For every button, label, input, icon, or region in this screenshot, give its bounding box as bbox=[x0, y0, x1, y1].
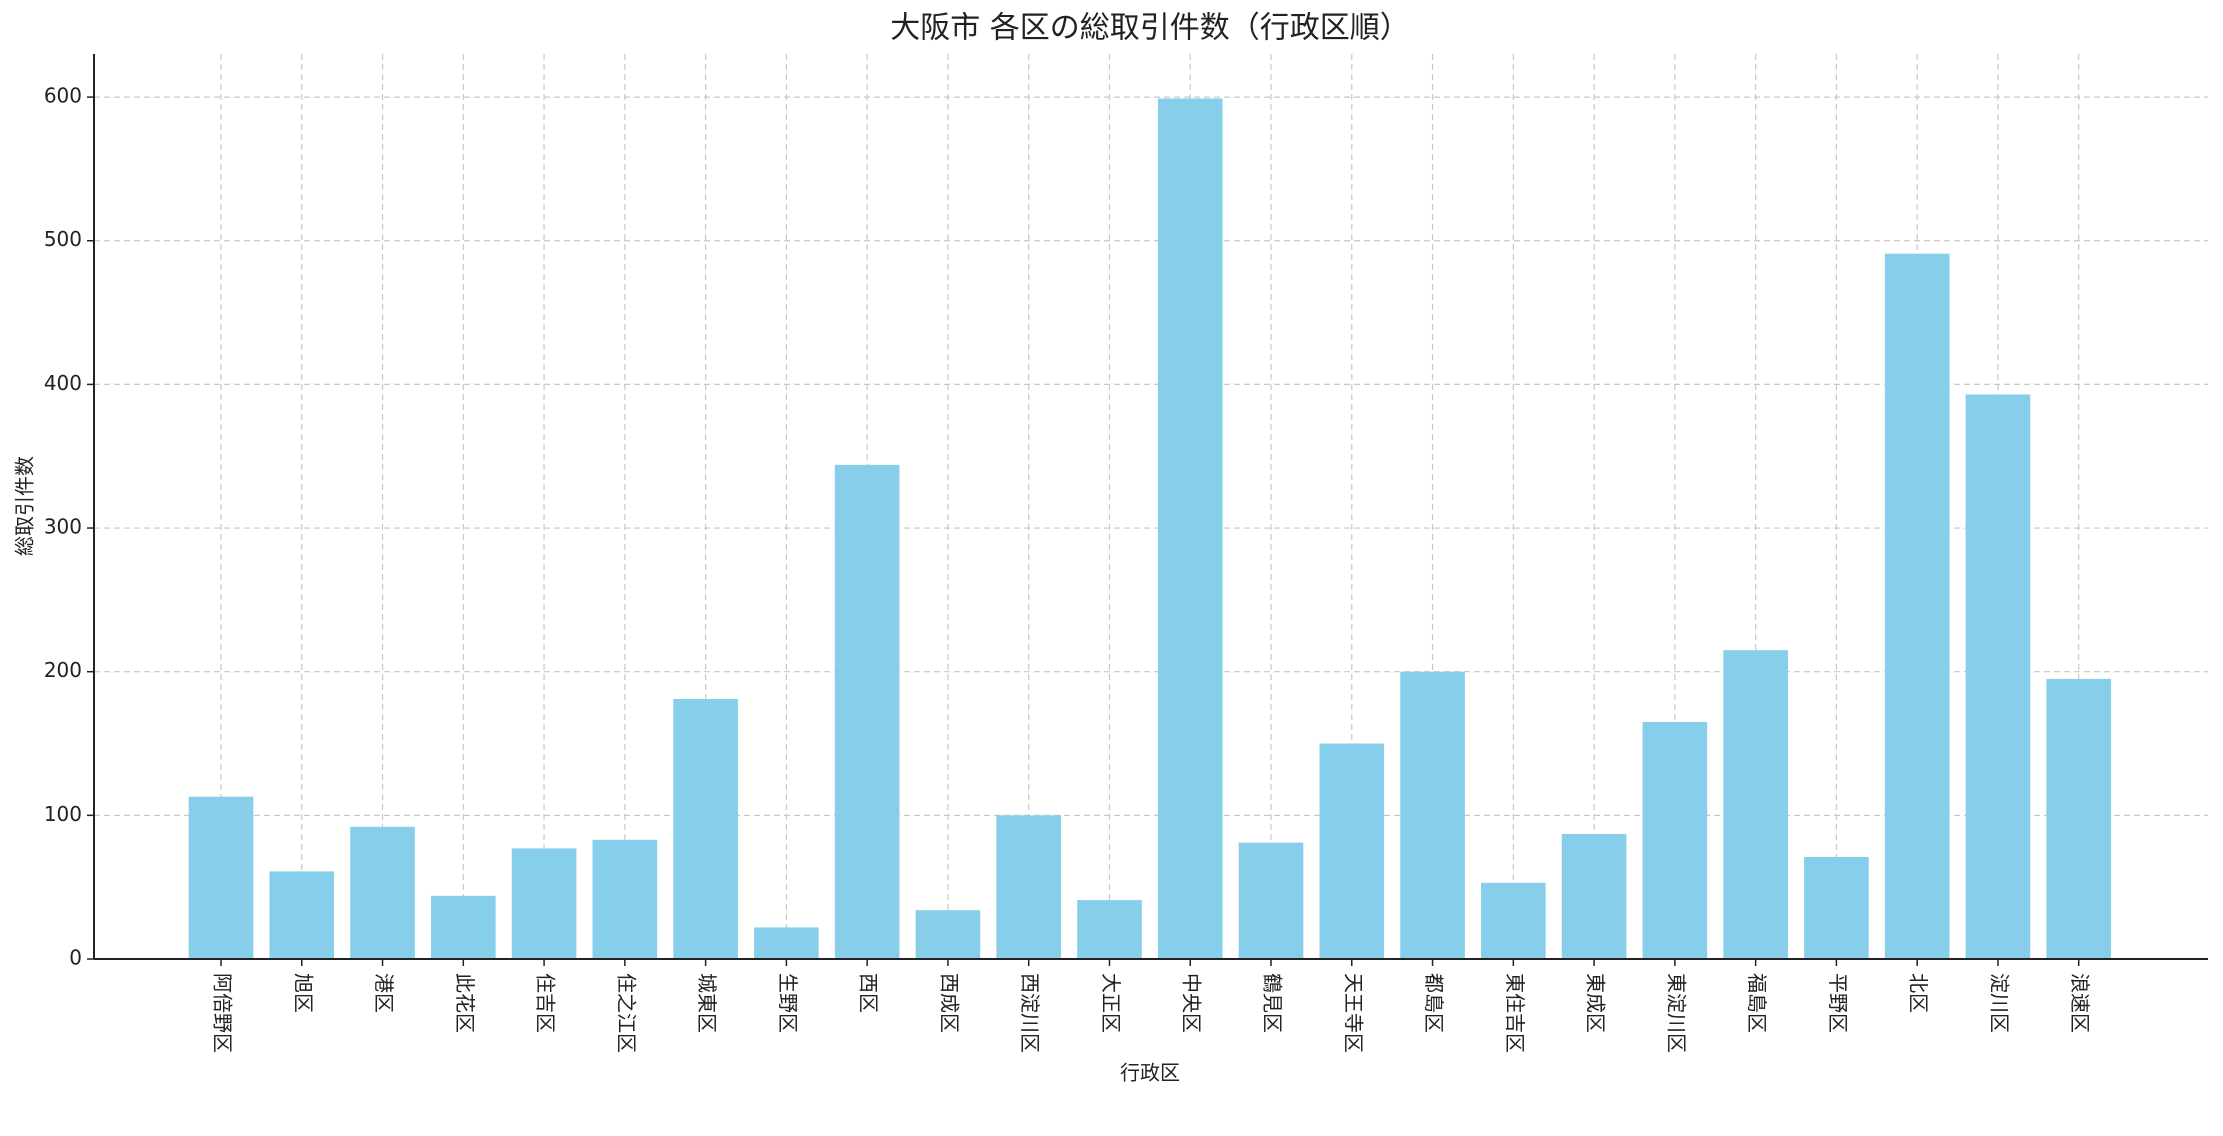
x-tick-label: 天王寺区 bbox=[1341, 973, 1365, 1053]
bar bbox=[350, 826, 415, 959]
x-tick-label: 東淀川区 bbox=[1664, 973, 1688, 1053]
bar bbox=[1481, 882, 1546, 959]
bar bbox=[1319, 743, 1385, 959]
x-tick-label: 鶴見区 bbox=[1261, 973, 1285, 1033]
x-tick-label: 住吉区 bbox=[534, 973, 558, 1033]
y-tick-label: 100 bbox=[44, 802, 82, 826]
x-tick-label: 生野区 bbox=[776, 973, 800, 1033]
x-tick-label: 阿倍野区 bbox=[211, 973, 235, 1053]
x-tick-label: 城東区 bbox=[695, 973, 719, 1033]
bar bbox=[915, 910, 981, 959]
x-tick-label: 大正区 bbox=[1099, 973, 1123, 1033]
x-tick-label: 中央区 bbox=[1180, 973, 1204, 1033]
x-tick-label: 西淀川区 bbox=[1018, 973, 1042, 1053]
x-tick-label: 港区 bbox=[372, 973, 396, 1013]
bar bbox=[754, 927, 819, 959]
x-tick-label: 此花区 bbox=[453, 973, 477, 1033]
bar bbox=[2046, 678, 2112, 959]
bar bbox=[673, 698, 738, 959]
bar bbox=[511, 848, 577, 959]
y-tick-label: 0 bbox=[69, 946, 82, 970]
bar bbox=[1642, 721, 1708, 959]
y-tick-label: 400 bbox=[44, 371, 82, 395]
bar bbox=[996, 815, 1061, 959]
x-tick-label: 淀川区 bbox=[1987, 973, 2011, 1033]
bar bbox=[1077, 900, 1142, 959]
y-tick-label: 500 bbox=[44, 227, 82, 251]
bar bbox=[1157, 98, 1223, 960]
bar bbox=[1804, 857, 1869, 959]
x-tick-label: 浪速区 bbox=[2068, 973, 2092, 1033]
bar bbox=[1400, 671, 1465, 959]
x-tick-label: 東成区 bbox=[1584, 973, 1608, 1033]
x-tick-label: 福島区 bbox=[1745, 973, 1769, 1033]
bar bbox=[834, 464, 900, 959]
x-tick-label: 北区 bbox=[1907, 973, 1931, 1013]
bar bbox=[1723, 650, 1788, 959]
bar bbox=[1965, 394, 2031, 959]
bar bbox=[431, 895, 496, 959]
x-tick-label: 西区 bbox=[857, 973, 881, 1013]
bar bbox=[188, 796, 254, 959]
bar bbox=[1238, 842, 1304, 959]
y-tick-label: 600 bbox=[44, 84, 82, 108]
x-tick-label: 平野区 bbox=[1826, 973, 1850, 1033]
bar bbox=[592, 839, 658, 959]
x-tick-label: 旭区 bbox=[291, 973, 315, 1013]
x-tick-label: 西成区 bbox=[937, 973, 961, 1033]
y-axis-label: 総取引件数 bbox=[13, 456, 37, 556]
x-tick-label: 都島区 bbox=[1422, 973, 1446, 1033]
x-tick-label: 住之江区 bbox=[614, 973, 638, 1053]
x-axis-label: 行政区 bbox=[1120, 1061, 1180, 1085]
bar bbox=[269, 871, 335, 959]
x-tick-label: 東住吉区 bbox=[1503, 973, 1527, 1053]
y-tick-label: 200 bbox=[44, 658, 82, 682]
y-tick-label: 300 bbox=[44, 515, 82, 539]
chart-title: 大阪市 各区の総取引件数（行政区順） bbox=[890, 11, 1410, 46]
bar bbox=[1561, 834, 1627, 959]
bar bbox=[1884, 253, 1950, 959]
